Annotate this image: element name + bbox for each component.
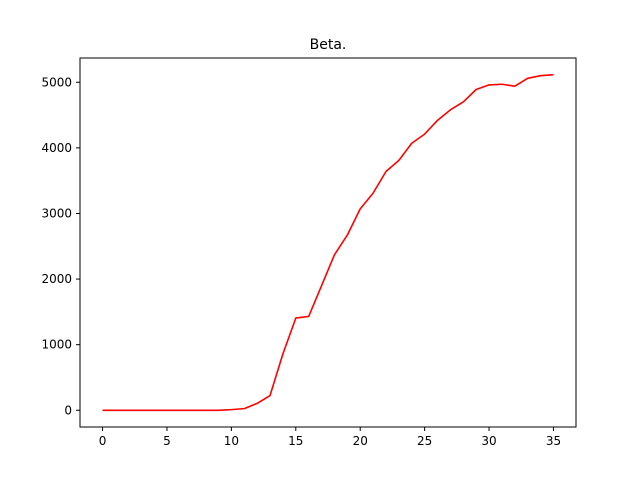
plot-area bbox=[102, 73, 554, 412]
y-axis: 0 1000 2000 3000 4000 5000 bbox=[41, 75, 80, 417]
x-tick-label: 15 bbox=[288, 434, 303, 448]
y-tick-label: 1000 bbox=[41, 338, 72, 352]
axes-frame bbox=[79, 57, 577, 428]
series-line bbox=[102, 73, 554, 412]
x-tick-label: 25 bbox=[417, 434, 432, 448]
x-tick-label: 0 bbox=[99, 434, 107, 448]
x-tick-label: 30 bbox=[481, 434, 496, 448]
y-tick-label: 4000 bbox=[41, 141, 72, 155]
y-tick-label: 5000 bbox=[41, 75, 72, 89]
x-tick-label: 20 bbox=[353, 434, 368, 448]
x-axis: 0 5 10 15 20 25 30 35 bbox=[99, 427, 561, 448]
y-tick-label: 2000 bbox=[41, 272, 72, 286]
x-tick-label: 10 bbox=[224, 434, 239, 448]
x-tick-label: 35 bbox=[546, 434, 561, 448]
y-tick-label: 0 bbox=[64, 403, 72, 417]
x-tick-label: 5 bbox=[163, 434, 171, 448]
y-tick-label: 3000 bbox=[41, 206, 72, 220]
chart-title: Beta. bbox=[310, 37, 347, 53]
